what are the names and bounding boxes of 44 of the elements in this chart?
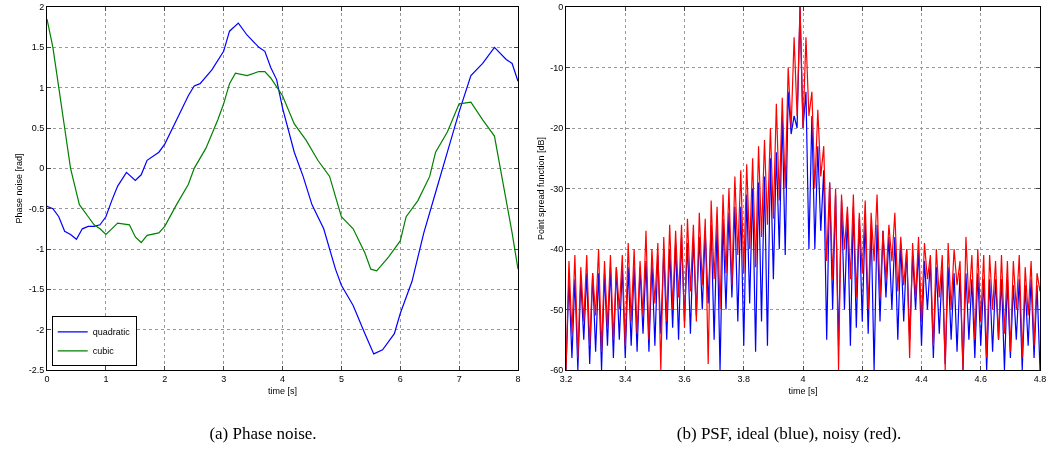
y-tick-label: -2 [36,324,45,335]
x-tick-label: 3.2 [559,373,573,384]
y-tick-label: -10 [550,62,564,73]
y-tick-label: 1 [39,82,45,93]
x-tick-label: 3 [221,373,227,384]
y-axis-title: Point spread function [dB] [535,136,546,241]
x-tick-label: 4.2 [855,373,869,384]
y-tick-label: -0.5 [28,203,45,214]
x-tick-label: 4 [279,373,286,384]
y-tick-label: 2 [39,2,45,13]
x-tick-label: 1 [103,373,109,384]
y-tick-label: -50 [550,304,564,315]
y-tick-label: -2.5 [28,365,45,376]
x-tick-label: 6 [397,373,403,384]
text: (b) PSF, ideal (blue), noisy (red). [676,423,902,443]
y-tick-label: -30 [550,183,564,194]
x-tick-label: 4.8 [1033,373,1047,384]
x-tick-label: 3.8 [737,373,751,384]
y-tick-label: -20 [550,123,564,134]
x-tick-label: 4.6 [974,373,988,384]
x-tick-label: 8 [515,373,521,384]
y-tick-label: 0.5 [31,123,45,134]
x-tick-label: 3.6 [678,373,691,384]
x-axis-title: time [s] [788,385,818,396]
text: (a) Phase noise. [209,423,317,443]
y-tick-label: -1 [36,244,45,255]
legend-label: cubic [92,346,115,357]
y-tick-label: 0 [558,2,564,13]
y-tick-label: -60 [550,365,564,376]
x-tick-label: 4 [800,373,806,384]
x-tick-label: 4.4 [915,373,928,384]
x-axis-title: time [s] [267,385,298,396]
x-tick-label: 3.4 [618,373,632,384]
x-tick-label: 2 [162,373,168,384]
y-tick-label: 0 [39,163,45,174]
y-tick-label: -40 [550,244,564,255]
line-series [47,18,518,272]
x-tick-label: 5 [338,373,344,384]
y-axis-title: Phase noise [rad] [14,153,25,224]
x-tick-label: 7 [456,373,462,384]
line-series [47,22,518,355]
legend-label: quadratic [92,327,131,338]
y-tick-label: -1.5 [28,284,45,295]
y-tick-label: 1.5 [31,42,45,53]
